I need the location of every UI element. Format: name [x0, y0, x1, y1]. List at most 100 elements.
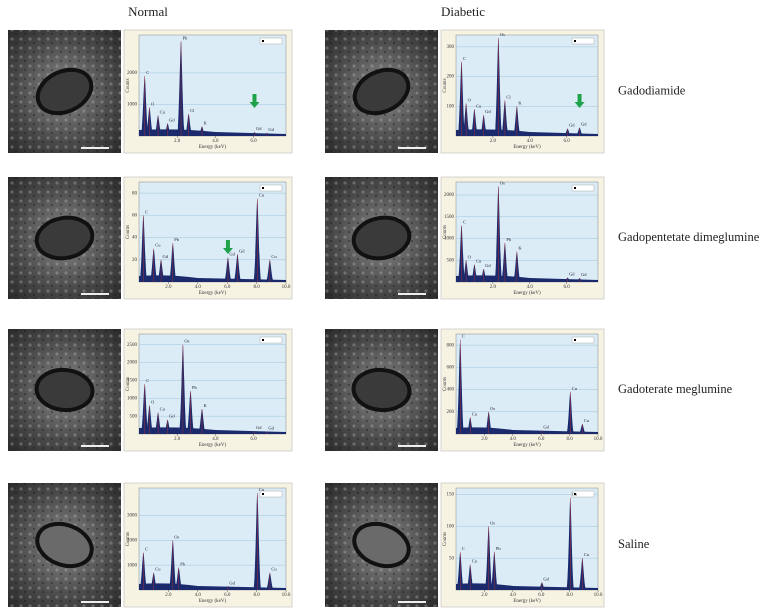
annotation-arrow	[249, 94, 260, 108]
peak-label: Gd	[543, 576, 549, 581]
y-tick-label: 500	[130, 414, 138, 419]
legend-box	[259, 490, 283, 498]
peak-label: Os	[490, 520, 495, 525]
cell	[352, 521, 411, 569]
peak-label: Os	[500, 32, 505, 37]
peak-label: Os	[184, 339, 189, 344]
x-axis-label: Energy (keV)	[199, 145, 227, 150]
x-tick-label: 8.0	[566, 437, 573, 442]
x-tick-label: 6.0	[538, 593, 545, 598]
y-axis-label: Counts	[443, 532, 448, 546]
x-tick-label: 6.0	[564, 285, 571, 290]
peak-label: Cl	[190, 108, 195, 113]
legend-swatch	[262, 339, 264, 341]
legend-box	[259, 37, 283, 45]
legend-box	[571, 490, 595, 498]
peak-label: Gd	[268, 426, 274, 431]
row-label: Saline	[618, 537, 650, 551]
peak-label: Gd	[268, 127, 274, 132]
peak-label: Gd	[581, 272, 587, 277]
x-tick-label: 4.0	[510, 593, 517, 598]
cell	[34, 215, 95, 261]
y-tick-label: 1000	[127, 396, 138, 401]
peak-label: Gd	[256, 425, 262, 430]
legend-swatch	[574, 339, 576, 341]
peak-label: C	[145, 547, 148, 552]
peak-label: C	[146, 70, 149, 75]
y-tick-label: 80	[132, 191, 138, 196]
y-tick-label: 1000	[127, 103, 138, 108]
y-tick-label: 3000	[127, 514, 138, 519]
plot-area	[455, 34, 599, 137]
continuum	[139, 129, 286, 136]
y-tick-label: 50	[449, 556, 455, 561]
x-tick-label: 4.0	[195, 285, 202, 290]
legend-swatch	[574, 493, 576, 495]
y-axis-label: Counts	[126, 225, 131, 239]
y-tick-label: 20	[132, 258, 138, 263]
scale-bar	[81, 601, 109, 603]
x-axis-label: Energy (keV)	[513, 291, 541, 296]
peak-label: Cu	[259, 193, 265, 198]
y-tick-label: 60	[132, 213, 138, 218]
peak-label: K	[204, 121, 208, 126]
peak-label: Gd	[229, 252, 235, 257]
peak-label: C	[462, 546, 465, 551]
column-header: Diabetic	[441, 4, 485, 19]
y-tick-label: 100	[447, 104, 455, 109]
legend-swatch	[574, 40, 576, 42]
y-tick-label: 2000	[127, 538, 138, 543]
x-axis-label: Energy (keV)	[513, 599, 541, 604]
x-tick-label: 2.0	[481, 437, 488, 442]
peak-label: Os	[174, 534, 179, 539]
x-axis-label: Energy (keV)	[513, 145, 541, 150]
y-axis-label: Counts	[126, 377, 131, 391]
peak-label: K	[204, 403, 208, 408]
scale-bar	[81, 147, 109, 149]
row-label: Gadodiamide	[618, 83, 686, 97]
x-tick-label: 4.0	[510, 437, 517, 442]
y-tick-label: 500	[447, 258, 455, 263]
peak-label: Gd	[169, 117, 175, 122]
x-tick-label: 2.0	[165, 593, 172, 598]
annotation-arrow	[574, 94, 585, 108]
x-axis-label: Energy (keV)	[513, 443, 541, 448]
peak-label: Pb	[174, 237, 180, 242]
peak-label: Pb	[183, 35, 189, 40]
peak-label: Gd	[239, 248, 245, 253]
x-tick-label: 8.0	[566, 593, 573, 598]
peak-label: Cu	[271, 567, 277, 572]
y-tick-label: 1000	[127, 563, 138, 568]
legend-box	[571, 336, 595, 344]
x-tick-label: 2.0	[174, 139, 181, 144]
peak-label: Cu	[259, 487, 265, 492]
legend-swatch	[262, 40, 264, 42]
plot-area	[455, 333, 599, 435]
peak-label: Gd	[581, 122, 587, 127]
row-label: Gadoterate meglumine	[618, 382, 733, 396]
peak-label: Cu	[572, 492, 578, 497]
x-tick-label: 10.0	[594, 437, 603, 442]
peak-label: Os	[490, 406, 495, 411]
x-tick-label: 6.0	[250, 139, 257, 144]
peak-label: O	[468, 97, 472, 102]
peak-label: C	[463, 56, 466, 61]
peak-label: Cu	[160, 407, 166, 412]
scale-bar	[81, 445, 109, 447]
y-tick-label: 1500	[127, 379, 138, 384]
peak-label: Cu	[584, 552, 590, 557]
peak-label: Cu	[584, 418, 590, 423]
plot-area	[455, 487, 599, 591]
plot-area	[138, 181, 287, 283]
row-label: Gadopentetate dimeglumine	[618, 230, 760, 244]
x-tick-label: 4.0	[212, 139, 219, 144]
plot-area	[138, 34, 287, 137]
x-tick-label: 10.0	[282, 285, 291, 290]
y-tick-label: 1000	[444, 237, 455, 242]
y-tick-label: 200	[447, 410, 455, 415]
x-tick-label: 6.0	[224, 593, 231, 598]
x-tick-label: 2.0	[490, 285, 497, 290]
peak-label: Gd	[256, 126, 262, 131]
y-tick-label: 400	[447, 388, 455, 393]
